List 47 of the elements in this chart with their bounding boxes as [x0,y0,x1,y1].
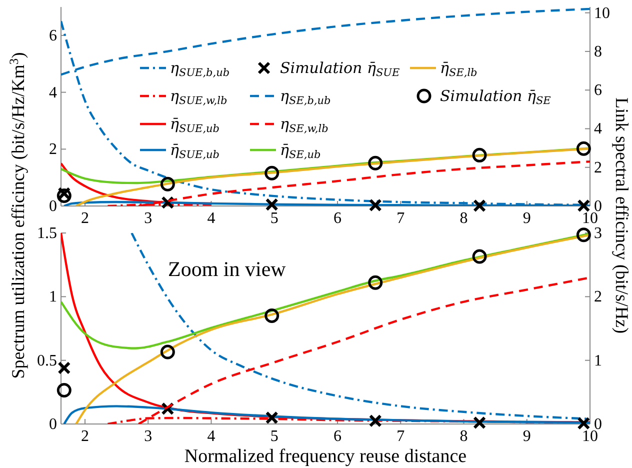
y-tick-label: 1.5 [37,225,57,242]
legend-label: η̄$_{SUE,ub}$ [170,141,220,162]
y-tick-label: 1 [49,288,57,306]
x-tick-label: 8 [460,210,468,227]
y2-tick-label: 6 [594,82,602,100]
y-tick-label: 6 [49,27,57,44]
x-tick-label: 3 [144,428,152,445]
x-tick-label: 2 [80,210,89,227]
legend-label: η̄$_{SUE,ub}$ [170,115,220,136]
legend-label: η$_{SE,w,lb}$ [280,115,329,136]
x-tick-label: 9 [522,210,531,227]
x-tick-label: 4 [207,428,216,445]
y-tick-label: 0 [49,198,57,215]
y-tick-label: 0 [49,416,57,433]
x-tick-label: 10 [582,210,598,227]
y-tick-label: 2 [49,141,57,158]
x-tick-label: 3 [144,210,152,227]
x-tick-label: 6 [333,210,342,227]
x-tick-label: 9 [522,428,531,445]
x-tick-label: 2 [80,428,89,445]
legend-label: η$_{SE,b,ub}$ [280,87,332,108]
y2-tick-label: 10 [594,4,610,22]
x-tick-label: 6 [333,428,342,445]
x-tick-label: 7 [396,428,405,445]
y2-axis-title: Link spectral efficincy (bit/s/Hz) [612,97,632,334]
legend-label: Simulation η̄$_{SE}$ [440,87,552,108]
x-tick-label: 4 [207,210,216,227]
y2-tick-label: 2 [594,159,602,176]
annotation: Zoom in view [168,257,287,281]
y2-tick-label: 4 [594,120,602,138]
y2-tick-label: 3 [594,225,602,242]
x-tick-label: 8 [460,428,468,445]
x-tick-label: 5 [270,210,278,227]
x-axis-title: Normalized frequency reuse distance [184,446,467,467]
x-tick-label: 5 [270,428,278,445]
legend-label: η̄$_{SE,ub}$ [280,141,321,162]
y-tick-label: 0.5 [37,352,57,370]
y2-tick-label: 2 [594,288,602,306]
y2-tick-label: 8 [594,43,602,60]
y-tick-label: 4 [49,84,57,102]
x-tick-label: 10 [582,428,598,445]
legend-label: Simulation η̄$_{SUE}$ [280,59,400,80]
legend-label: η$_{SUE,w,lb}$ [170,87,228,108]
legend-label: η$_{SUE,b,ub}$ [170,59,230,80]
x-tick-label: 7 [396,210,405,227]
y2-tick-label: 1 [594,352,602,370]
legend-label: η̄$_{SE,lb}$ [440,59,478,80]
